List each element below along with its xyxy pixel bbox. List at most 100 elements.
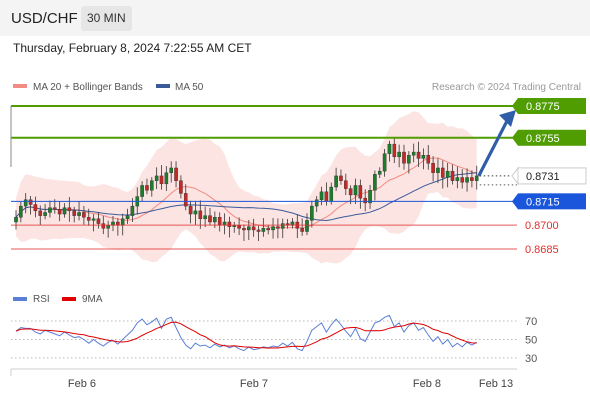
timestamp: Thursday, February 8, 2024 7:22:55 AM CE… — [13, 41, 252, 55]
candle-body — [19, 205, 23, 218]
candle-body — [416, 151, 421, 159]
pivot-label: 0.8715 — [526, 196, 560, 208]
candle-body — [314, 199, 319, 207]
candle-body — [227, 221, 232, 227]
candle-body — [261, 228, 266, 232]
bollinger-band — [16, 111, 477, 264]
candle-body — [179, 180, 183, 194]
candle-body — [120, 218, 125, 226]
candle-body — [397, 151, 401, 158]
candle-body — [392, 143, 397, 158]
ma20-legend-label: MA 20 + Bollinger Bands — [33, 82, 143, 93]
candle-body — [154, 175, 159, 181]
main-chart-layer — [14, 111, 479, 264]
candle-body — [14, 217, 18, 223]
candle-body — [67, 207, 72, 212]
candle-body — [145, 185, 149, 191]
candle-body — [474, 175, 479, 181]
candle-body — [43, 212, 47, 216]
candle-body — [470, 177, 474, 181]
candle-body — [319, 191, 324, 200]
support-label-0.8700: 0.8700 — [525, 220, 559, 232]
candle-body — [101, 223, 106, 229]
candle-body — [256, 229, 261, 232]
candle-body — [276, 226, 280, 229]
last-price-tag-arrow — [511, 166, 519, 186]
candle-body — [82, 212, 86, 218]
candle-body — [125, 215, 130, 220]
rsi-panel: 70 50 30 — [11, 314, 537, 365]
candle-body — [450, 170, 455, 181]
header-bar: USD/CHF 30 MIN — [0, 0, 590, 36]
ma50-line — [15, 172, 477, 222]
candle-body — [28, 199, 33, 205]
candle-body — [96, 218, 101, 224]
support-label-0.8685: 0.8685 — [525, 244, 559, 256]
level-label-0.8775: 0.8775 — [526, 101, 560, 113]
projection-arrow-shaft — [477, 120, 509, 177]
rsi-tick-70: 70 — [525, 316, 537, 328]
x-axis-ticks: Feb 6 Feb 7 Feb 8 Feb 13 — [68, 378, 513, 390]
candle-body — [23, 199, 28, 207]
candle-body — [402, 151, 406, 164]
candle-body — [300, 228, 304, 232]
level-tag-arrow — [512, 129, 518, 146]
pivot-tag-arrow — [512, 193, 518, 210]
candle-body — [334, 175, 338, 188]
ma20-legend-swatch — [13, 84, 27, 88]
rsi-line — [15, 314, 477, 352]
candle-body — [280, 223, 285, 229]
last-price-label: 0.8731 — [526, 171, 560, 183]
candle-body — [174, 167, 178, 181]
candle-body — [77, 212, 81, 216]
candle-body — [373, 174, 377, 191]
timeframe-badge[interactable]: 30 MIN — [81, 6, 132, 31]
candle-body — [149, 180, 154, 191]
source-credit: Research © 2024 Trading Central — [432, 82, 581, 93]
pair-title: USD/CHF — [11, 10, 78, 27]
candle-body — [217, 217, 222, 226]
candle-body — [33, 204, 38, 212]
candle-body — [53, 207, 57, 210]
candle-body — [421, 155, 426, 159]
level-tag-0.8755 — [518, 129, 586, 146]
candle-body — [164, 172, 169, 185]
level-label-0.8755: 0.8755 — [526, 133, 560, 145]
x-tick-feb-13: Feb 13 — [479, 378, 513, 390]
candle-body — [266, 228, 271, 231]
candle-body — [445, 170, 450, 178]
rsi-ma-legend-label: 9MA — [82, 294, 103, 305]
x-tick-feb-7: Feb 7 — [240, 378, 268, 390]
pivot-tag — [518, 193, 586, 210]
candle-body — [324, 191, 329, 202]
candle-body — [203, 215, 207, 220]
candle-body — [188, 205, 193, 215]
candle-body — [363, 197, 368, 204]
rsi-tick-30: 30 — [525, 353, 537, 365]
candle-body — [183, 193, 188, 207]
candle-body — [251, 226, 256, 231]
candle-body — [38, 210, 43, 216]
candle-body — [344, 180, 348, 189]
candle-body — [198, 210, 203, 220]
candle-body — [465, 177, 469, 183]
candle-body — [407, 155, 411, 164]
candle-body — [159, 175, 164, 185]
ma50-legend-swatch — [156, 84, 170, 88]
candle-body — [62, 207, 67, 215]
rsi-ma-legend-swatch — [62, 297, 76, 301]
levels-layer: 0.8775 0.8755 0.8731 0.8715 0.8700 0.8685 — [10, 98, 587, 256]
candle-body — [246, 226, 251, 231]
rsi-legend-swatch — [13, 297, 27, 301]
ma50-legend-label: MA 50 — [175, 82, 204, 93]
candle-body — [387, 143, 392, 154]
candle-body — [377, 170, 382, 175]
level-tag-arrow — [512, 98, 518, 114]
rsi-ma-line — [15, 321, 477, 349]
candle-body — [140, 185, 144, 197]
candle-body — [86, 217, 91, 221]
candle-body — [431, 162, 435, 173]
candle-body — [305, 220, 309, 232]
candle-body — [348, 188, 353, 196]
